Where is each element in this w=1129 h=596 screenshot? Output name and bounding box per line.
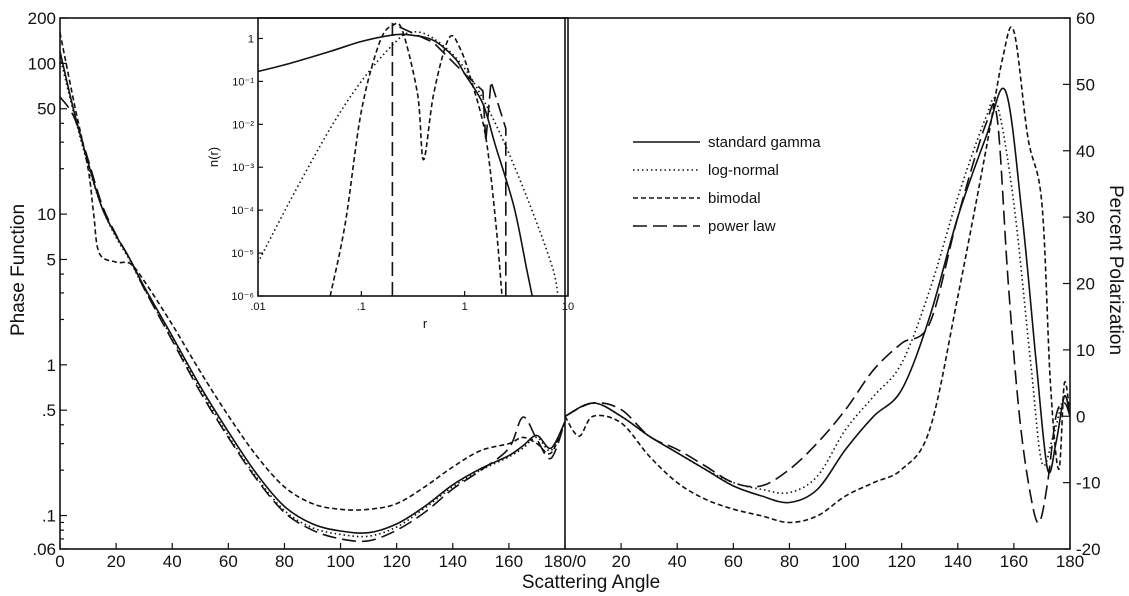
inset-series-log-normal	[258, 31, 559, 296]
x-tick-label: 40	[668, 552, 687, 571]
inset-y-axis-title: n(r)	[206, 147, 221, 167]
y-left-tick-label: .5	[42, 401, 56, 420]
inset-y-tick-label: 10⁻⁵	[231, 248, 254, 260]
legend-label: standard gamma	[708, 134, 821, 151]
inset-y-tick-label: 10⁻¹	[232, 76, 254, 88]
inset-x-tick-label: .1	[357, 301, 366, 313]
main-series-group	[59, 26, 1071, 543]
x-tick-label: 0	[55, 552, 64, 571]
x-tick-label: 80	[780, 552, 799, 571]
x-tick-label: 60	[219, 552, 238, 571]
y-left-tick-label: 200	[28, 9, 56, 28]
x-tick-label: 140	[439, 552, 467, 571]
x-tick-label: 40	[163, 552, 182, 571]
series-power-law-polarization	[564, 102, 1071, 524]
y-left-tick-label: .06	[32, 540, 56, 559]
series-standard-gamma-polarization	[564, 87, 1071, 504]
inset-series-standard-gamma	[258, 33, 533, 296]
x-tick-label: 120	[382, 552, 410, 571]
x-tick-label: 140	[944, 552, 972, 571]
series-log-normal-phase-function	[59, 56, 566, 538]
legend-label: power law	[708, 218, 776, 235]
y-left-tick-label: 5	[47, 250, 56, 269]
x-axis-title: Scattering Angle	[522, 572, 660, 593]
inset-y-tick-label: 1	[248, 33, 254, 45]
x-tick-label: 20	[612, 552, 631, 571]
series-log-normal-polarization	[564, 97, 1071, 495]
inset-y-tick-label: 10⁻⁴	[231, 205, 254, 217]
inset-x-tick-label: 10	[562, 301, 574, 313]
y-left-tick-label: 1	[47, 356, 56, 375]
y-right-tick-label: 0	[1076, 407, 1085, 426]
y-left-tick-label: 100	[28, 54, 56, 73]
y-axis-left-title: Phase Function	[8, 204, 29, 336]
y-axis-right-title: Percent Polarization	[1105, 185, 1126, 355]
inset-x-axis-title: r	[423, 316, 428, 331]
legend: standard gamma log-normal bimodal power law	[633, 134, 821, 235]
y-right-tick-label: 50	[1076, 75, 1095, 94]
x-tick-label: 160	[495, 552, 523, 571]
x-tick-label: 180/0	[544, 552, 587, 571]
inset-y-tick-label: 10⁻³	[232, 162, 254, 174]
x-tick-label: 100	[326, 552, 354, 571]
x-tick-label: 180	[1056, 552, 1084, 571]
series-bimodal-polarization	[564, 26, 1071, 524]
inset-plot: .01 .1 1 10 1 10⁻¹ 10⁻² 10⁻³ 10⁻⁴ 10⁻⁵ 10⁻⁶ r n(r)	[206, 17, 574, 331]
legend-label: bimodal	[708, 190, 761, 207]
x-tick-label: 20	[107, 552, 126, 571]
series-bimodal-phase-function	[59, 32, 566, 511]
inset-y-tick-label: 10⁻²	[232, 119, 254, 131]
y-right-tick-label: 30	[1076, 208, 1095, 227]
x-tick-label: 60	[724, 552, 743, 571]
y-left-tick-label: 10	[37, 205, 56, 224]
inset-series-power-law	[391, 22, 507, 296]
y-right-tick-label: 20	[1076, 275, 1095, 294]
y-left-tick-label: .1	[42, 507, 56, 526]
y-right-tick-label: -20	[1076, 540, 1101, 559]
legend-label: log-normal	[708, 162, 779, 179]
inset-x-tick-label: 1	[462, 301, 468, 313]
x-tick-label: 160	[1000, 552, 1028, 571]
series-power-law-phase-function	[59, 96, 566, 543]
y-right-tick-label: 10	[1076, 341, 1095, 360]
main-plot-frame: 0 20 40 60 80 100 120 140 160 180/0 20 40 60 80 100 120…	[28, 9, 1101, 571]
x-tick-label: 80	[275, 552, 294, 571]
y-right-tick-label: 40	[1076, 142, 1095, 161]
inset-x-tick-label: .01	[250, 301, 265, 313]
x-tick-label: 120	[887, 552, 915, 571]
y-right-tick-label: -10	[1076, 474, 1101, 493]
y-left-tick-label: 50	[37, 100, 56, 119]
y-right-tick-label: 60	[1076, 9, 1095, 28]
inset-y-tick-label: 10⁻⁶	[231, 291, 254, 303]
inset-border	[257, 17, 569, 297]
inset-series-bimodal	[329, 22, 503, 296]
x-tick-label: 100	[831, 552, 859, 571]
